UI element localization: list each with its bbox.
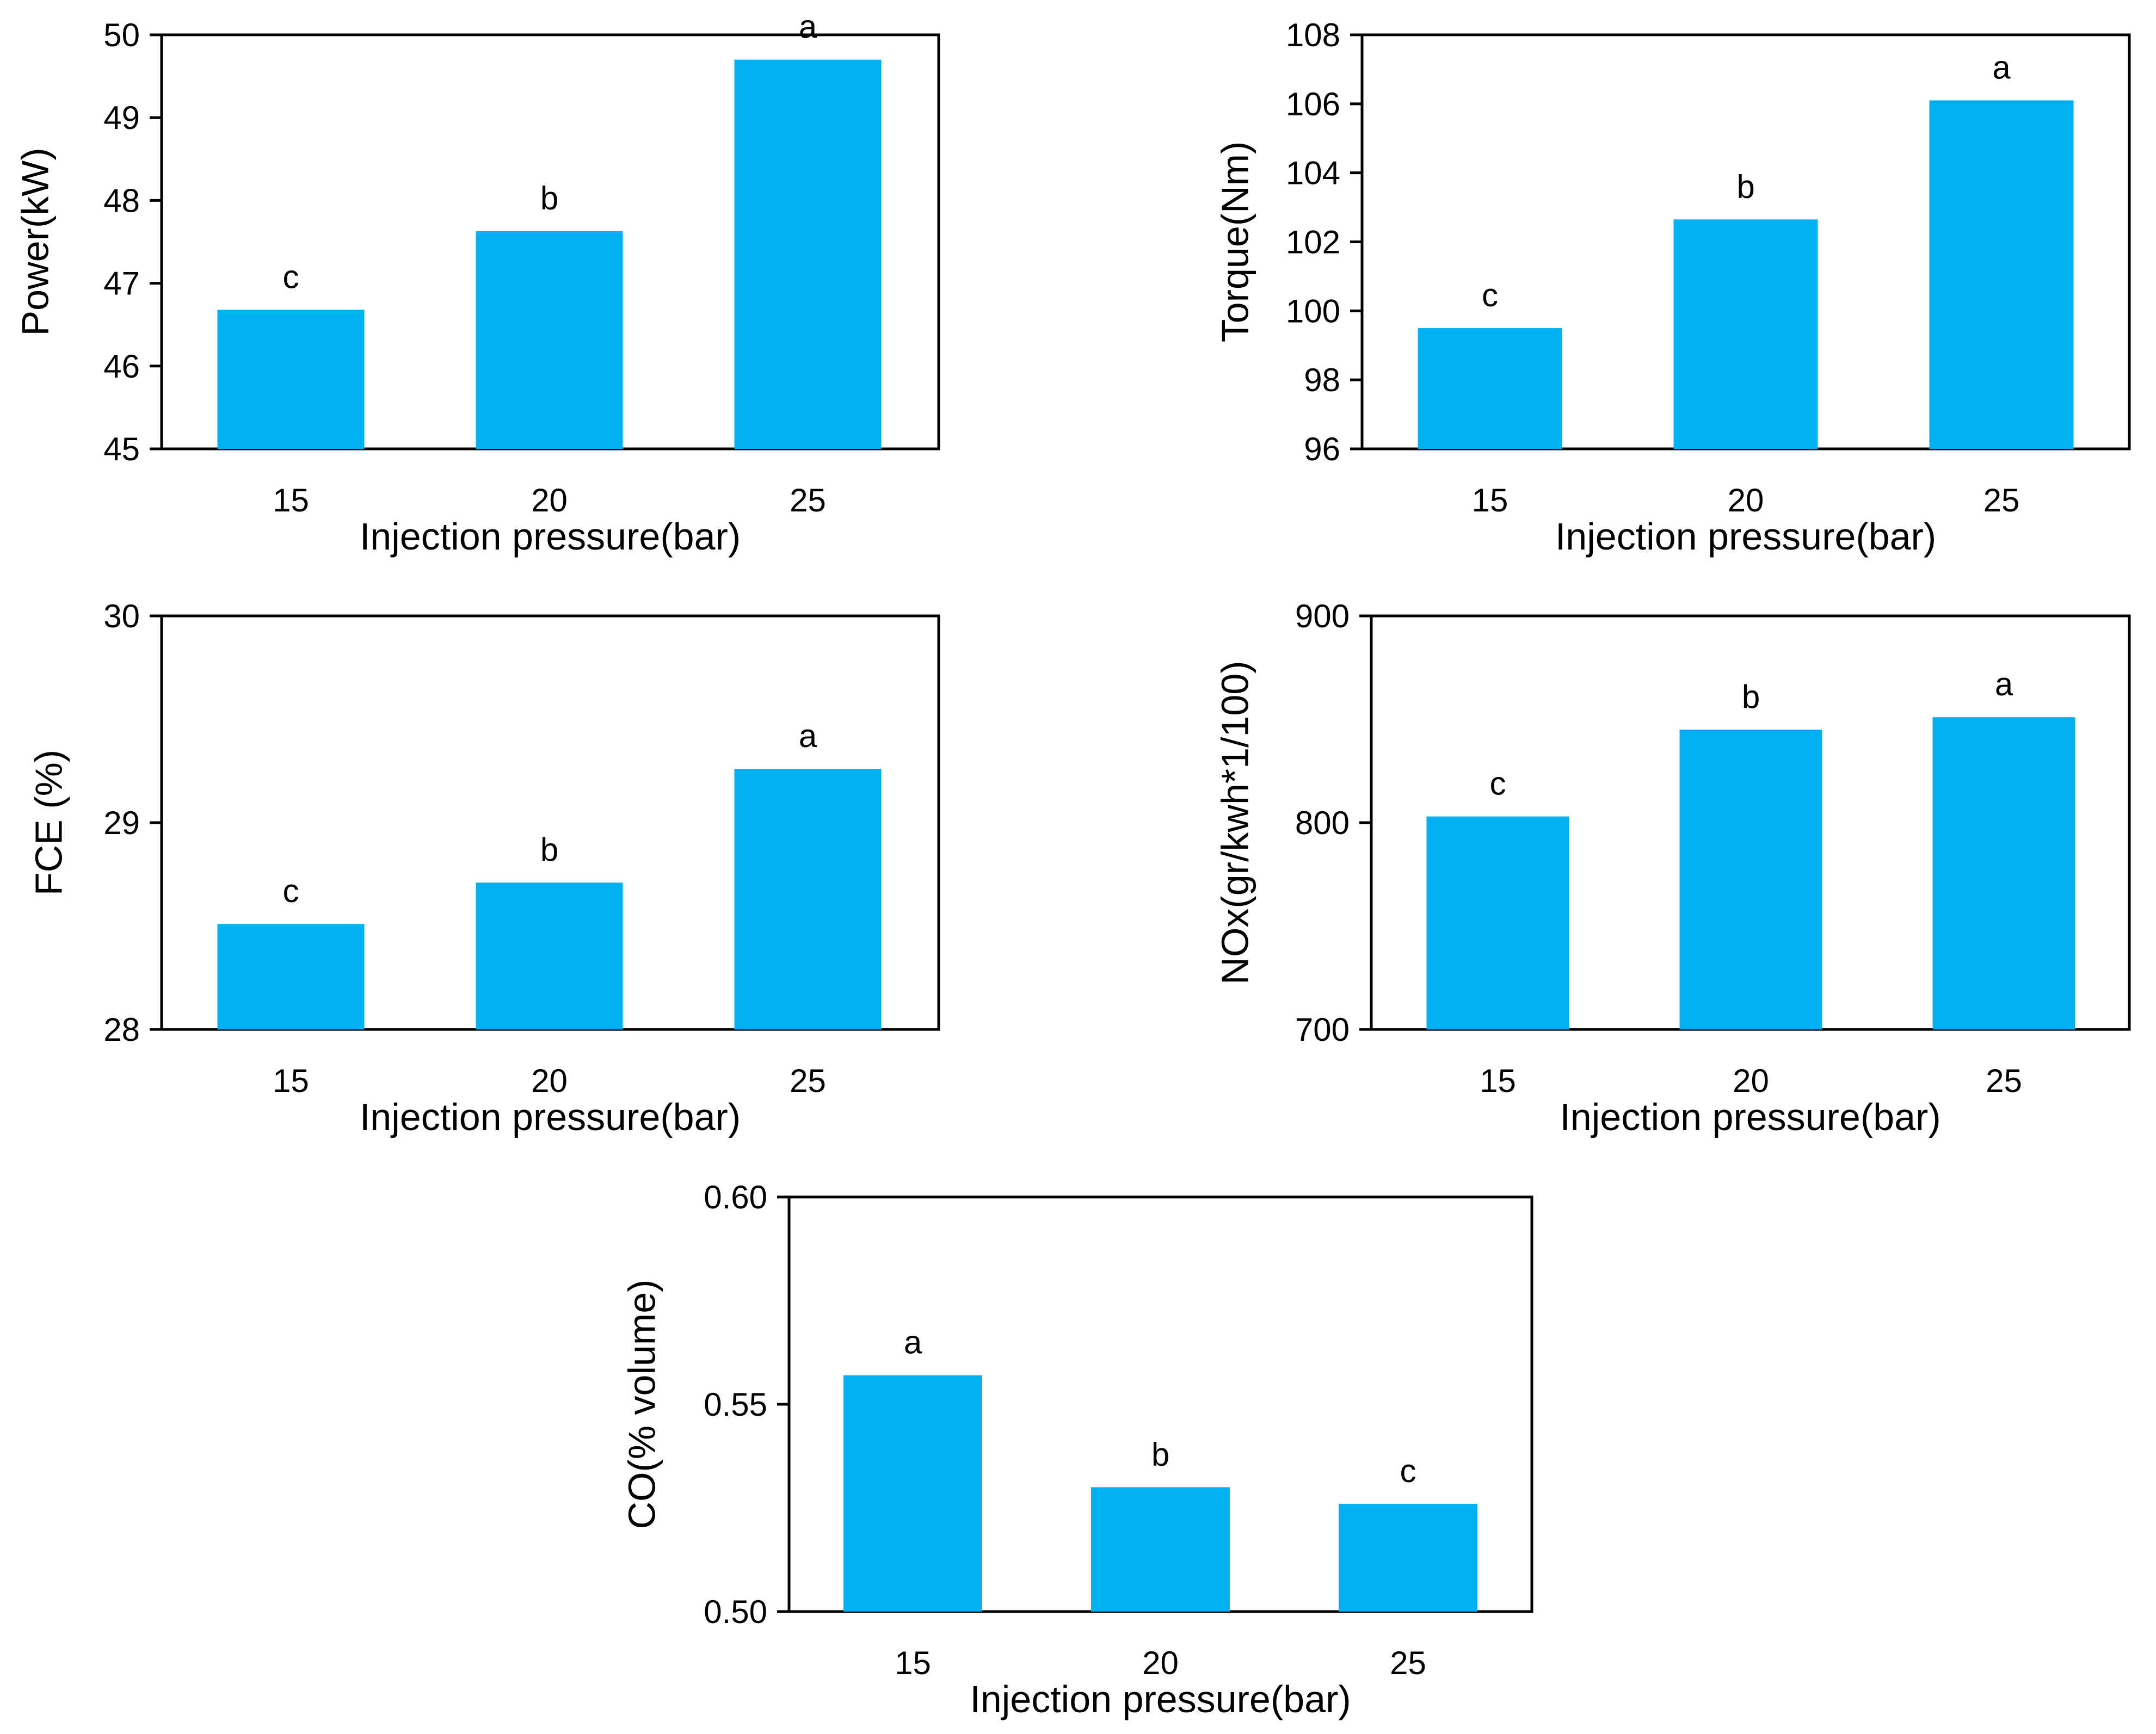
x-axis-title: Injection pressure(bar) [360,1096,741,1138]
y-tick-label: 100 [1286,293,1340,329]
bar-letter-label: b [540,831,558,868]
bar-letter-label: a [799,718,817,754]
x-tick-label: 15 [273,482,309,519]
chart-panel-5: 0.50 0.55 0.60 a 15 b 20 c 25 Injection pressure(… [620,1179,1533,1720]
y-tick-label: 700 [1295,1011,1350,1048]
x-axis-title: Injection pressure(bar) [1560,1096,1941,1138]
bar-20 [1673,219,1818,449]
bar-25 [1929,100,2074,449]
x-tick-label: 25 [790,1063,826,1099]
x-axis-title: Injection pressure(bar) [1555,515,1936,558]
bar-letter-label: a [1995,666,2013,702]
y-tick-label: 49 [103,100,140,136]
bar-15 [217,310,365,449]
y-tick-label: 0.50 [704,1594,767,1630]
bar-25 [734,59,882,449]
bar-25 [1339,1503,1477,1612]
y-tick-label: 102 [1286,224,1340,261]
x-tick-label: 20 [531,1063,568,1099]
y-tick-label: 800 [1295,805,1350,841]
bar-letter-label: b [1736,168,1754,205]
chart-panel-2: 96 98 100 102 104 106 108 c 15 b 20 a 25 Injection pr… [1213,17,2131,558]
x-tick-label: 20 [1142,1645,1179,1681]
y-tick-label: 29 [103,805,140,841]
y-tick-label: 108 [1286,17,1340,53]
y-axis-title: Torque(Nm) [1213,141,1256,343]
y-axis-title: NOx(gr/kwh*1/100) [1213,661,1256,984]
x-tick-label: 15 [1480,1063,1516,1099]
bar-letter-label: a [799,9,817,45]
bar-15 [843,1375,982,1612]
y-tick-label: 28 [103,1011,140,1048]
bar-20 [1091,1487,1230,1612]
bar-letter-label: c [1482,277,1498,313]
y-axis-title: Power(kW) [14,147,56,336]
bar-letter-label: b [1742,678,1760,715]
y-tick-label: 45 [103,431,140,467]
bar-25 [734,769,882,1029]
y-axis-title: FCE (%) [27,750,70,896]
bar-15 [1418,328,1562,449]
x-axis-title: Injection pressure(bar) [970,1678,1351,1720]
y-tick-label: 0.60 [704,1179,767,1215]
y-axis-title: CO(% volume) [620,1280,663,1529]
bar-letter-label: c [1400,1453,1416,1489]
y-tick-label: 96 [1304,431,1340,467]
y-tick-label: 900 [1295,598,1350,634]
y-tick-label: 48 [103,182,140,219]
x-tick-label: 25 [790,482,826,519]
bar-20 [476,883,623,1029]
bar-letter-label: b [540,180,558,217]
y-tick-label: 30 [103,598,140,634]
x-tick-label: 25 [1983,482,2020,519]
y-tick-label: 98 [1304,362,1340,398]
bar-letter-label: c [283,873,299,909]
bar-letter-label: b [1151,1436,1169,1472]
y-tick-label: 104 [1286,155,1340,192]
x-tick-label: 20 [531,482,568,519]
x-tick-label: 20 [1733,1063,1769,1099]
y-tick-label: 47 [103,266,140,302]
bar-letter-label: a [1992,49,2011,85]
x-tick-label: 25 [1986,1063,2022,1099]
chart-panel-3: 28 29 30 c 15 b 20 a 25 Injection pressure(bar) FC… [27,598,940,1138]
x-tick-label: 15 [895,1645,931,1681]
bar-letter-label: c [283,258,299,295]
x-tick-label: 25 [1390,1645,1426,1681]
bar-25 [1932,717,2075,1029]
x-tick-label: 20 [1728,482,1764,519]
x-tick-label: 15 [1472,482,1508,519]
x-tick-label: 15 [273,1063,309,1099]
bar-letter-label: c [1490,766,1506,802]
y-tick-label: 50 [103,17,140,53]
chart-panel-1: 45 46 47 48 49 50 c 15 b 20 a 25 Injection pressure(… [14,9,940,558]
bar-letter-label: a [904,1324,922,1361]
bar-20 [1679,730,1822,1029]
bar-15 [1426,816,1569,1029]
y-tick-label: 46 [103,348,140,385]
y-tick-label: 0.55 [704,1386,767,1423]
x-axis-title: Injection pressure(bar) [360,515,741,558]
bar-15 [217,924,365,1029]
bar-20 [476,231,623,449]
chart-panel-4: 700 800 900 c 15 b 20 a 25 Injection pressure(bar… [1213,598,2131,1138]
y-tick-label: 106 [1286,86,1340,122]
